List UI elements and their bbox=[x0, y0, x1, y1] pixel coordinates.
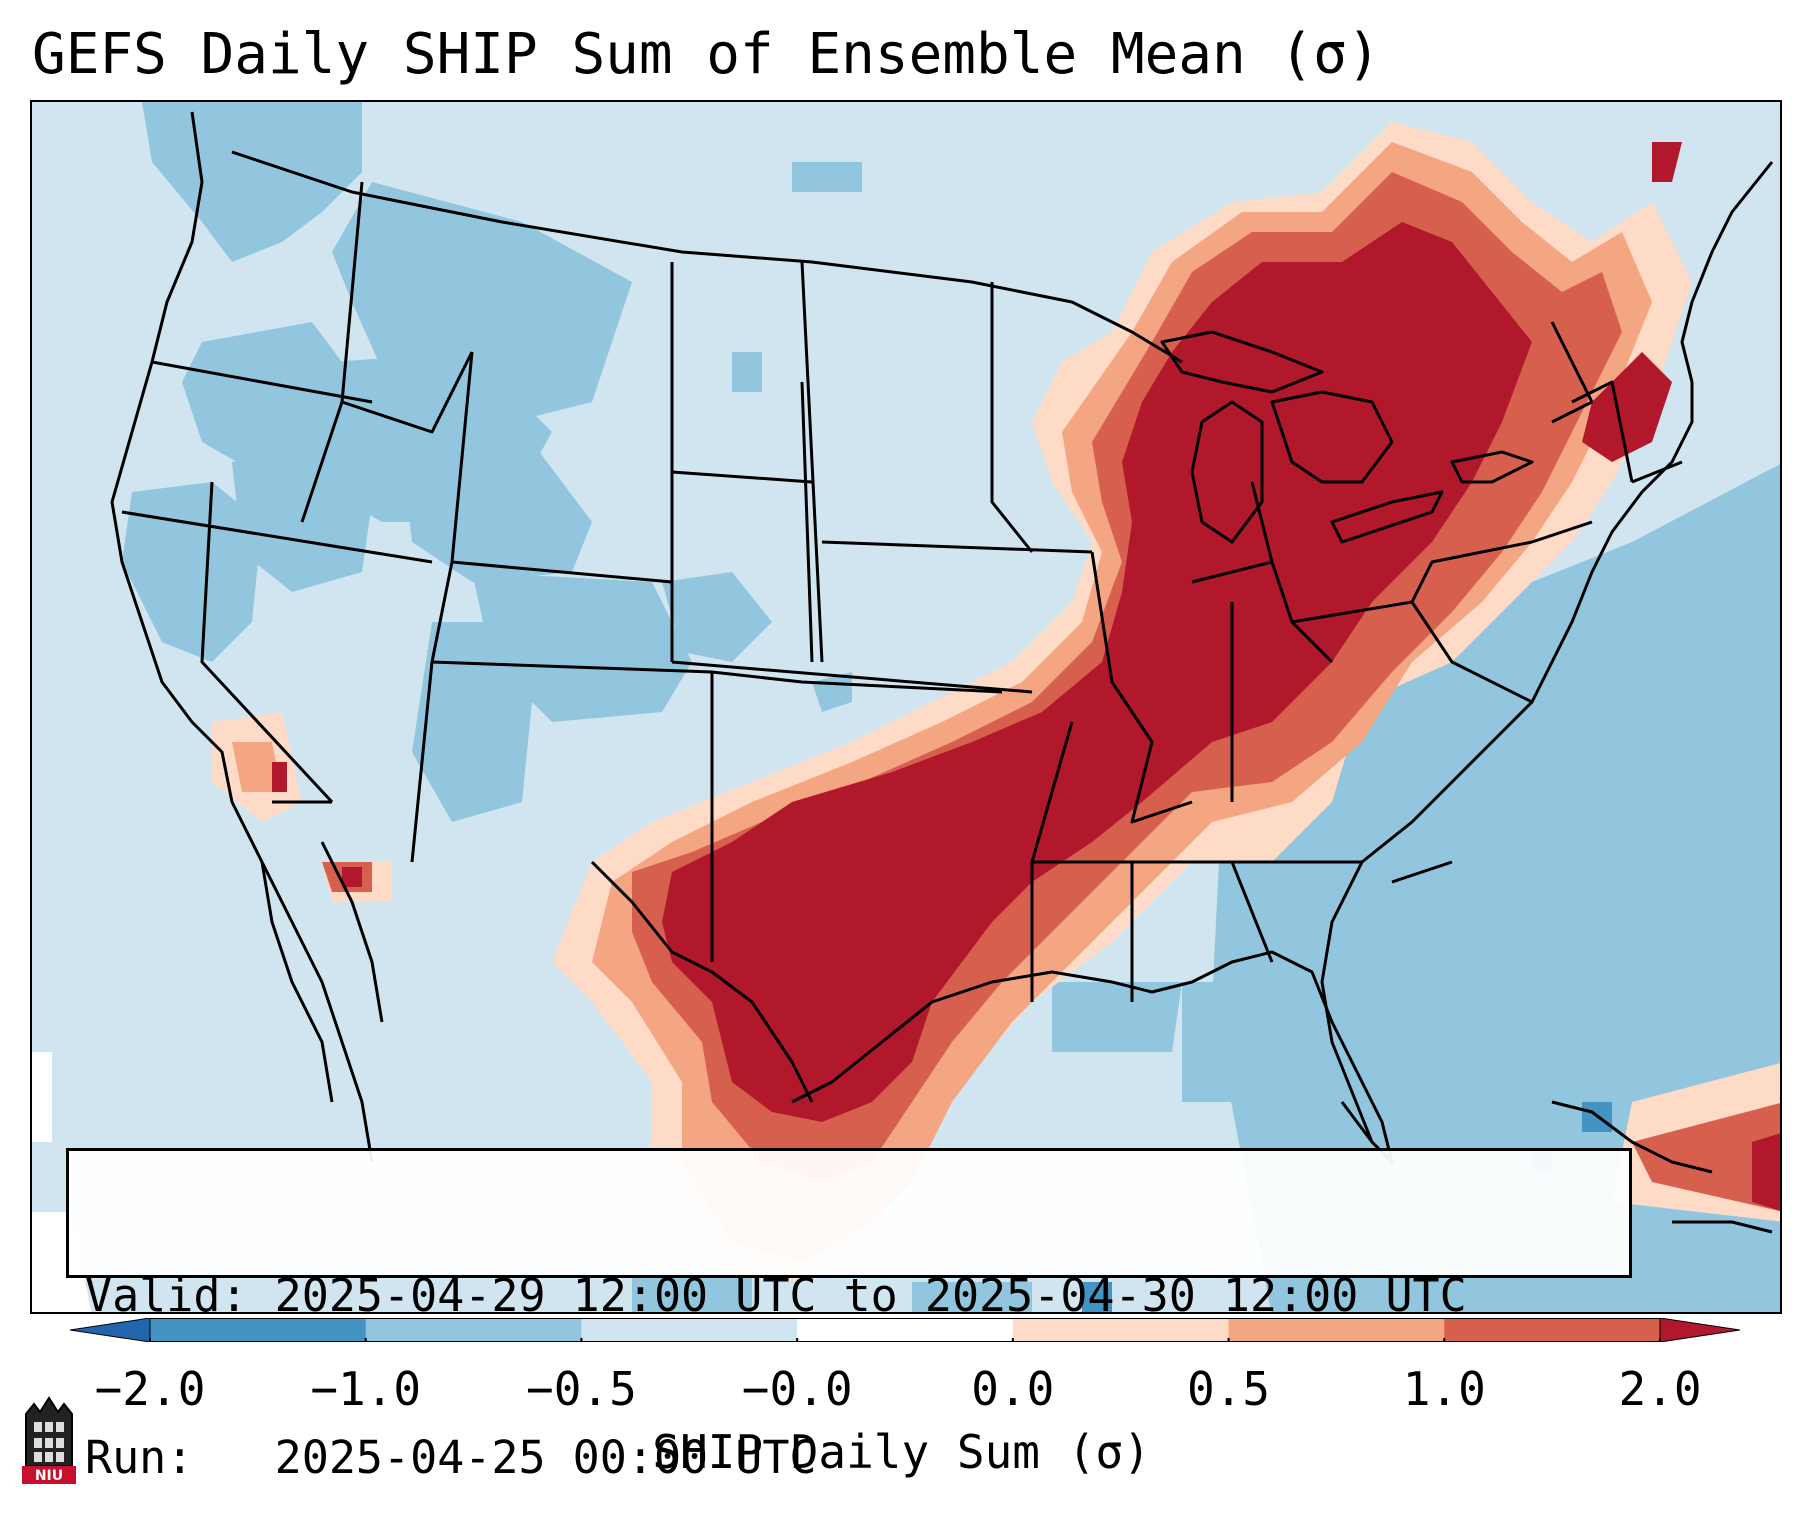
colorbar-tick-label: 2.0 bbox=[1618, 1362, 1702, 1416]
colorbar-tick-label: −0.0 bbox=[741, 1362, 853, 1416]
colorbar-tick-label: −0.5 bbox=[526, 1362, 637, 1416]
colorbar-tick-label: 0.5 bbox=[1187, 1362, 1271, 1416]
ship-map bbox=[32, 102, 1780, 1312]
colorbar-segment bbox=[1444, 1318, 1661, 1342]
colorbar-extend-low bbox=[70, 1318, 151, 1342]
colorbar-segment bbox=[1228, 1318, 1445, 1342]
run-value: 2025-04-25 00:00 UTC bbox=[274, 1431, 817, 1484]
colorbar-extend-high bbox=[1659, 1318, 1740, 1342]
map-title: GEFS Daily SHIP Sum of Ensemble Mean (σ) bbox=[32, 22, 1381, 87]
colorbar bbox=[70, 1318, 1740, 1342]
colorbar-tick-label: 0.0 bbox=[971, 1362, 1055, 1416]
colorbar-label: SHIP Daily Sum (σ) bbox=[652, 1425, 1151, 1479]
valid-label: Valid: bbox=[85, 1269, 275, 1322]
validity-box: Valid: 2025-04-29 12:00 UTC to 2025-04-3… bbox=[66, 1148, 1632, 1484]
svg-text:NIU: NIU bbox=[35, 1468, 63, 1484]
field-dark-red bbox=[272, 142, 1780, 1211]
colorbar-border bbox=[149, 1318, 1661, 1342]
colorbar-tick-label: −1.0 bbox=[310, 1362, 422, 1416]
run-label: Run: bbox=[85, 1431, 275, 1484]
coastline-borders bbox=[110, 111, 1774, 1234]
map-panel bbox=[30, 100, 1782, 1314]
colorbar-segment bbox=[581, 1318, 798, 1342]
run-line: Run: 2025-04-25 00:00 UTC bbox=[85, 1431, 1613, 1485]
colorbar-segment bbox=[365, 1318, 582, 1342]
niu-logo: NIU bbox=[22, 1396, 76, 1484]
colorbar-tick-label: −2.0 bbox=[94, 1362, 206, 1416]
colorbar-segment bbox=[797, 1318, 1014, 1342]
colorbar-segment bbox=[1012, 1318, 1230, 1342]
colorbar-segment bbox=[150, 1318, 367, 1342]
valid-line: Valid: 2025-04-29 12:00 UTC to 2025-04-3… bbox=[85, 1269, 1613, 1323]
valid-value: 2025-04-29 12:00 UTC to 2025-04-30 12:00… bbox=[274, 1269, 1467, 1322]
colorbar-tick-label: 1.0 bbox=[1402, 1362, 1486, 1416]
